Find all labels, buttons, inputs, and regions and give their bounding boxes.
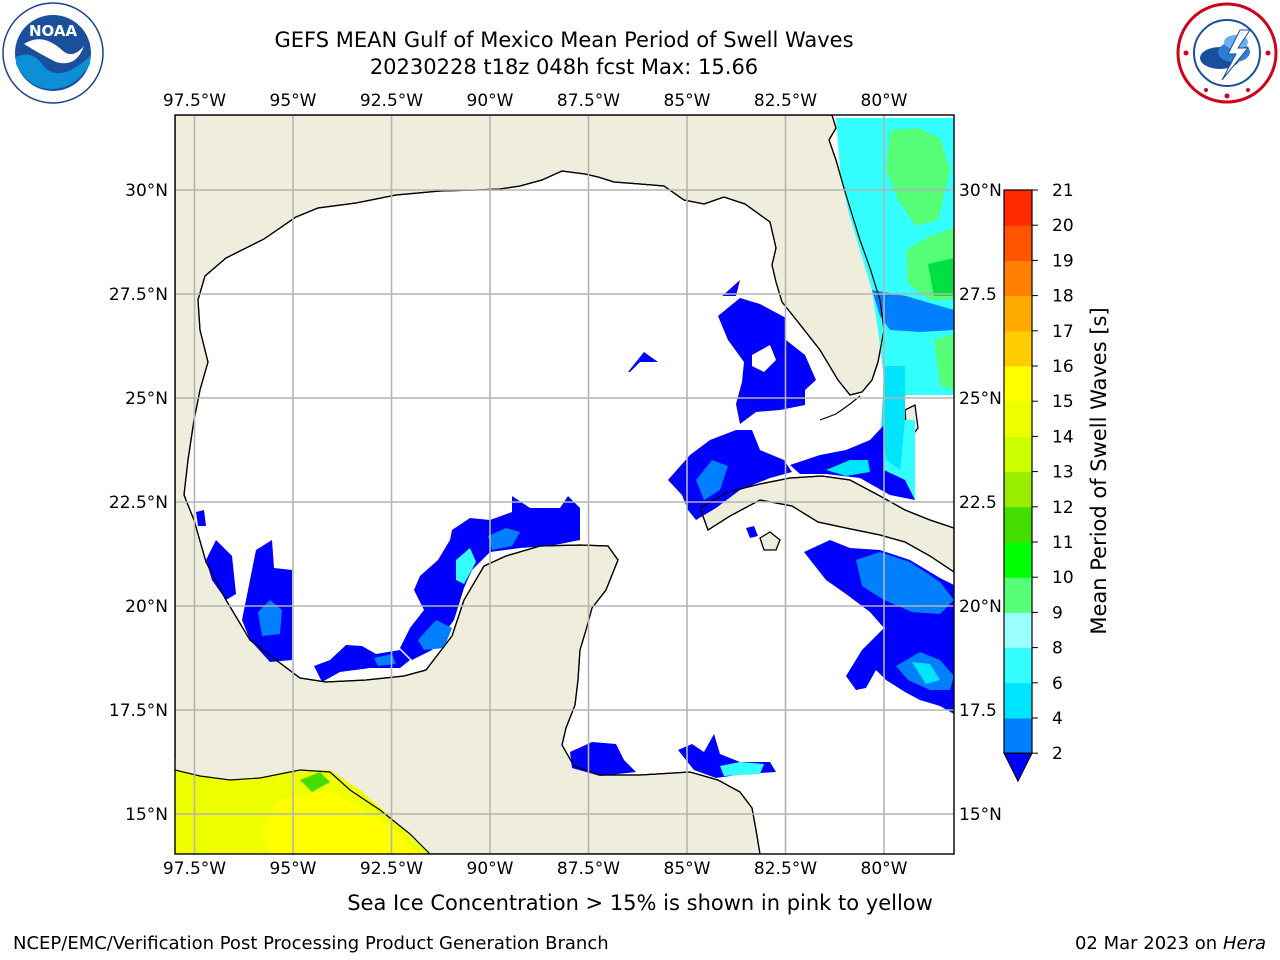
lat-tick-label-right: 17.5 [959, 701, 997, 721]
colorbar-segment [1004, 260, 1032, 297]
lon-tick-label-bottom: 87.5°W [557, 859, 620, 879]
map-gridlines [175, 115, 954, 854]
colorbar-segment [1004, 577, 1032, 613]
lat-tick-label-left: 25°N [125, 389, 168, 409]
colorbar-tick-label: 2 [1052, 744, 1063, 764]
chart-title: GEFS MEAN Gulf of Mexico Mean Period of … [274, 28, 854, 52]
lon-tick-label-bottom: 97.5°W [163, 859, 226, 879]
lat-tick-label-left: 20°N [125, 597, 168, 617]
colorbar-segment [1004, 647, 1032, 684]
colorbar-tick-label: 19 [1052, 251, 1074, 271]
lon-tick-label-top: 82.5°W [754, 91, 817, 111]
footer-machine: Hera [1222, 933, 1266, 954]
colorbar-tick-label: 11 [1052, 533, 1074, 553]
colorbar-tick-label: 14 [1052, 427, 1074, 447]
lon-tick-label-top: 80°W [861, 91, 908, 111]
noaa-logo-text: NOAA [29, 22, 78, 40]
lon-tick-label-top: 97.5°W [163, 91, 226, 111]
footer-date-text: 02 Mar 2023 on [1074, 933, 1218, 954]
colorbar-segment [1004, 542, 1032, 578]
colorbar-segment [1004, 718, 1032, 754]
colorbar: 2 4 6 8 9 10 11 12 13 14 15 16 17 18 19 20 21 [1003, 181, 1074, 783]
lat-tick-label-left: 15°N [125, 805, 168, 825]
colorbar-tick-label: 8 [1052, 639, 1063, 659]
colorbar-segment [1004, 330, 1032, 367]
footer-date: 02 Mar 2023 on Hera [1075, 933, 1266, 954]
colorbar-label: Mean Period of Swell Waves [s] [1087, 307, 1111, 634]
colorbar-segment [1004, 225, 1032, 261]
lat-tick-label-right: 27.5 [959, 285, 997, 305]
colorbar-segment [1004, 506, 1032, 543]
lon-tick-label-bottom: 95°W [270, 859, 317, 879]
colorbar-tick-label: 15 [1052, 392, 1074, 412]
swell-period-fill [175, 118, 954, 854]
colorbar-segment [1004, 612, 1032, 649]
colorbar-tick-label: 6 [1052, 674, 1063, 694]
colorbar-tick-label: 9 [1052, 603, 1063, 623]
colorbar-segment [1004, 190, 1032, 226]
colorbar-segment [1004, 471, 1032, 508]
land-isle-of-youth [759, 531, 781, 551]
coastline [175, 115, 954, 854]
lat-tick-label-right: 30°N [959, 181, 1002, 201]
colorbar-segment [1004, 682, 1032, 719]
lat-tick-label-right: 15°N [959, 805, 1002, 825]
colorbar-tick-label: 21 [1052, 181, 1074, 201]
colorbar-tick-label: 20 [1052, 216, 1074, 236]
lon-tick-label-top: 85°W [664, 91, 711, 111]
lon-tick-label-top: 92.5°W [360, 91, 423, 111]
colorbar-tick-label: 16 [1052, 357, 1074, 377]
colorbar-segment [1004, 401, 1032, 437]
colorbar-tick-label: 18 [1052, 287, 1074, 307]
lon-tick-label-bottom: 82.5°W [754, 859, 817, 879]
footer-note: Sea Ice Concentration > 15% is shown in … [347, 891, 933, 915]
chart-subtitle: 20230228 t18z 048h fcst Max: 15.66 [369, 55, 759, 79]
nws-logo-icon [1176, 2, 1278, 104]
colorbar-tick-label: 17 [1052, 322, 1074, 342]
lon-tick-label-bottom: 85°W [664, 859, 711, 879]
lat-tick-label-right: 25°N [959, 389, 1002, 409]
colorbar-segment [1004, 436, 1032, 473]
lat-tick-label-left: 22.5°N [109, 493, 168, 513]
noaa-logo-icon: NOAA [2, 2, 104, 104]
lat-tick-label-left: 27.5°N [109, 285, 168, 305]
colorbar-segment [1004, 366, 1032, 402]
lon-tick-label-top: 95°W [270, 91, 317, 111]
lon-tick-label-top: 90°W [467, 91, 514, 111]
colorbar-segment [1004, 295, 1032, 332]
colorbar-tick-label: 4 [1052, 709, 1063, 729]
lon-tick-label-bottom: 92.5°W [360, 859, 423, 879]
lat-tick-label-right: 20°N [959, 597, 1002, 617]
lat-tick-label-left: 30°N [125, 181, 168, 201]
lon-tick-label-top: 87.5°W [557, 91, 620, 111]
footer-credit: NCEP/EMC/Verification Post Processing Pr… [13, 933, 609, 954]
lon-tick-label-bottom: 90°W [467, 859, 514, 879]
lat-tick-label-right: 22.5 [959, 493, 997, 513]
colorbar-underflow-arrow [1003, 752, 1033, 783]
colorbar-tick-label: 12 [1052, 498, 1074, 518]
lon-tick-label-bottom: 80°W [861, 859, 908, 879]
lat-tick-label-left: 17.5°N [109, 701, 168, 721]
colorbar-tick-label: 10 [1052, 568, 1074, 588]
map-frame [174, 114, 955, 855]
colorbar-tick-label: 13 [1052, 463, 1074, 483]
